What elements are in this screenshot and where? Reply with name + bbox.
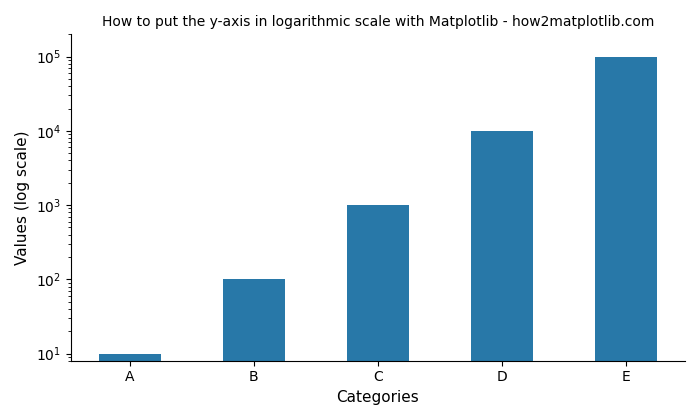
X-axis label: Categories: Categories	[337, 390, 419, 405]
Bar	[223, 279, 285, 420]
Y-axis label: Values (log scale): Values (log scale)	[15, 130, 30, 265]
Title: How to put the y-axis in logarithmic scale with Matplotlib - how2matplotlib.com: How to put the y-axis in logarithmic sca…	[102, 15, 654, 29]
Bar	[471, 131, 533, 420]
Bar	[99, 354, 160, 420]
Bar	[595, 57, 657, 420]
Bar	[346, 205, 409, 420]
